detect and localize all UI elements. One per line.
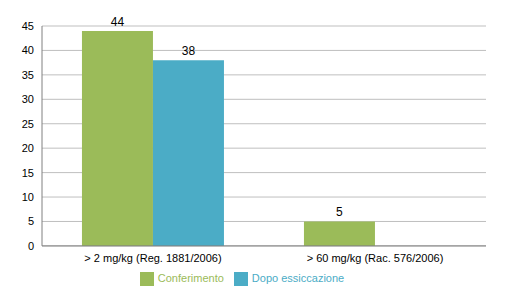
svg-text:0: 0 bbox=[28, 240, 34, 252]
svg-text:20: 20 bbox=[22, 142, 34, 154]
svg-text:5: 5 bbox=[336, 205, 343, 219]
svg-text:10: 10 bbox=[22, 191, 34, 203]
svg-text:> 60 mg/kg (Rac. 576/2006): > 60 mg/kg (Rac. 576/2006) bbox=[307, 252, 444, 264]
svg-text:25: 25 bbox=[22, 118, 34, 130]
svg-text:40: 40 bbox=[22, 44, 34, 56]
html-text:Dopo essiccazione: Dopo essiccazione bbox=[251, 271, 345, 284]
svg-text:30: 30 bbox=[22, 93, 34, 105]
svg-text:> 2 mg/kg (Reg. 1881/2006): > 2 mg/kg (Reg. 1881/2006) bbox=[84, 252, 221, 264]
svg-text:15: 15 bbox=[22, 167, 34, 179]
svg-text:45: 45 bbox=[22, 20, 34, 32]
svg-text:38: 38 bbox=[182, 44, 196, 58]
svg-text:35: 35 bbox=[22, 69, 34, 81]
svg-text:5: 5 bbox=[28, 215, 34, 227]
html-text:Conferimento: Conferimento bbox=[157, 271, 224, 284]
svg-text:44: 44 bbox=[111, 15, 125, 29]
